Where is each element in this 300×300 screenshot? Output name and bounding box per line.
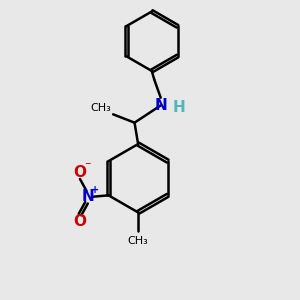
Text: N: N bbox=[82, 189, 95, 204]
Text: N: N bbox=[154, 98, 167, 113]
Text: H: H bbox=[172, 100, 185, 115]
Text: +: + bbox=[92, 185, 100, 195]
Text: CH₃: CH₃ bbox=[128, 236, 148, 246]
Text: CH₃: CH₃ bbox=[90, 103, 111, 113]
Text: ⁻: ⁻ bbox=[84, 160, 90, 173]
Text: O: O bbox=[74, 214, 86, 229]
Text: O: O bbox=[74, 165, 86, 180]
